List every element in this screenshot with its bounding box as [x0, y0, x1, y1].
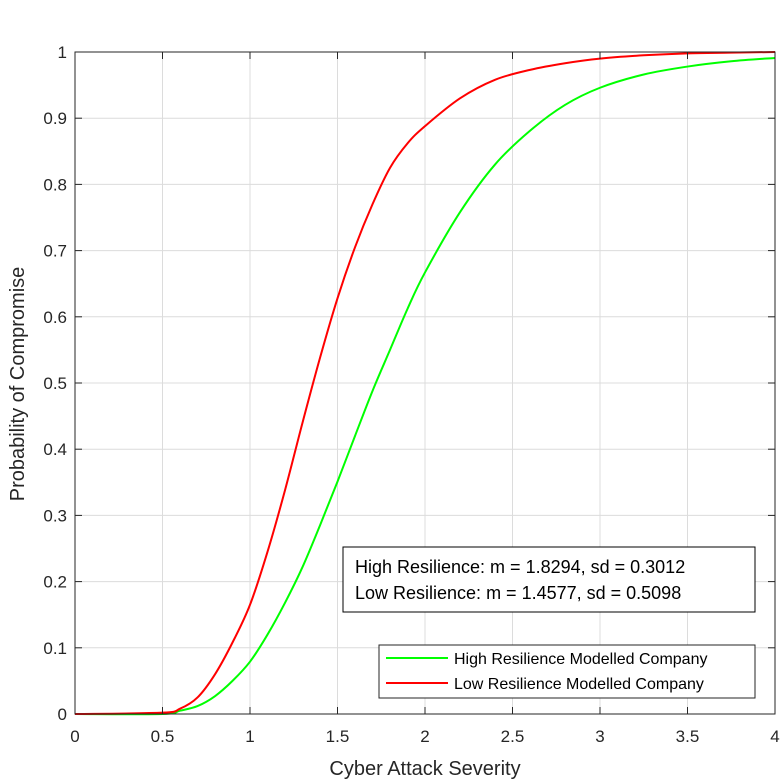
- annotation-line-2: Low Resilience: m = 1.4577, sd = 0.5098: [355, 583, 681, 603]
- x-tick-label: 3: [595, 727, 604, 746]
- legend-label-high: High Resilience Modelled Company: [454, 651, 707, 668]
- y-tick-label: 0.6: [43, 308, 67, 327]
- x-tick-label: 2.5: [501, 727, 525, 746]
- x-tick-label: 0: [70, 727, 79, 746]
- legend-label-low: Low Resilience Modelled Company: [454, 676, 704, 693]
- y-tick-label: 0.9: [43, 109, 67, 128]
- y-tick-label: 1: [58, 43, 67, 62]
- y-tick-label: 0.5: [43, 374, 67, 393]
- y-axis-label: Probability of Compromise: [7, 267, 29, 502]
- annotation-line-1: High Resilience: m = 1.8294, sd = 0.3012: [355, 557, 685, 577]
- y-tick-label: 0.8: [43, 175, 67, 194]
- x-tick-label: 2: [420, 727, 429, 746]
- x-axis: 0 0.5 1 1.5 2 2.5 3 3.5 4: [70, 52, 780, 746]
- x-tick-label: 1.5: [326, 727, 350, 746]
- y-tick-label: 0.3: [43, 506, 67, 525]
- y-tick-label: 0.7: [43, 242, 67, 261]
- x-tick-label: 4: [770, 727, 779, 746]
- y-axis: 0 0.1 0.2 0.3 0.4 0.5 0.6 0.7 0.8 0.9 1: [43, 43, 775, 724]
- series-layer: [74, 51, 776, 716]
- legend: High Resilience Modelled Company Low Res…: [378, 644, 756, 699]
- y-tick-label: 0.2: [43, 573, 67, 592]
- y-tick-label: 0: [58, 705, 67, 724]
- y-tick-label: 0.1: [43, 639, 67, 658]
- x-tick-label: 3.5: [676, 727, 700, 746]
- x-tick-label: 1: [245, 727, 254, 746]
- series-line-high-resilience: [74, 56, 776, 716]
- x-tick-label: 0.5: [151, 727, 175, 746]
- legend-box: [378, 644, 756, 699]
- x-axis-label: Cyber Attack Severity: [329, 758, 520, 780]
- annotation-box: High Resilience: m = 1.8294, sd = 0.3012…: [342, 546, 756, 613]
- series-line-low-resilience: [74, 51, 776, 715]
- y-tick-label: 0.4: [43, 440, 67, 459]
